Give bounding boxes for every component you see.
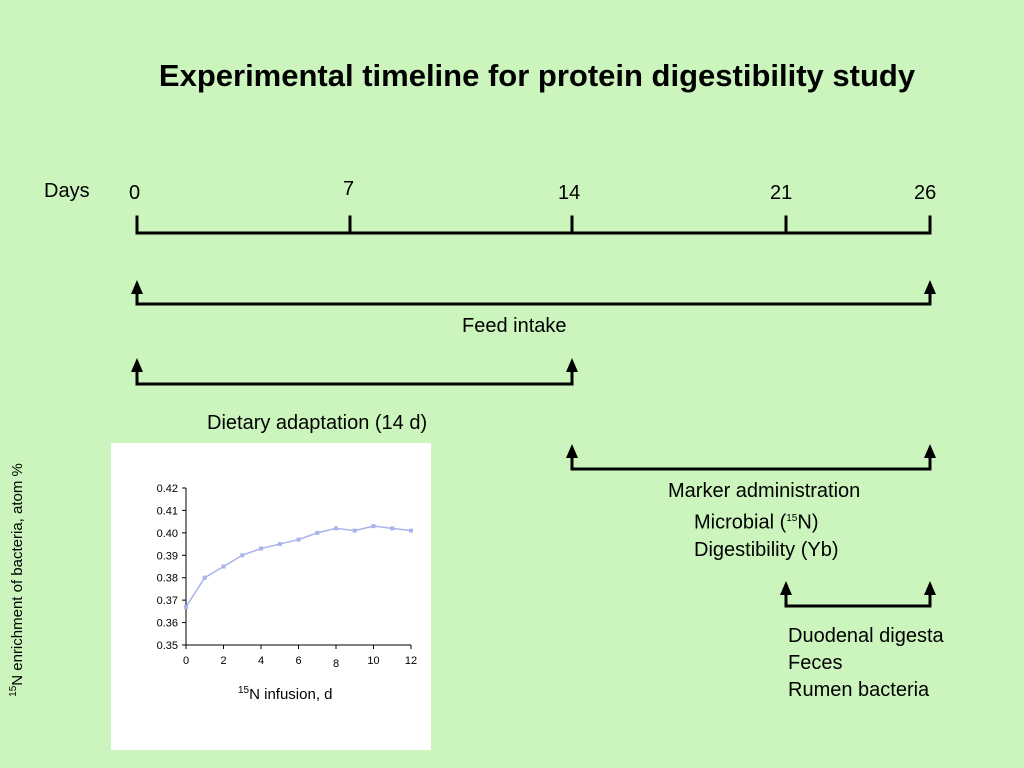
- chart-data-point: [296, 537, 301, 542]
- chart-data-point: [259, 546, 263, 551]
- day-tick-label-21: 21: [770, 182, 793, 204]
- chart-x-tick-label: 0: [183, 655, 189, 667]
- sampling-item: Duodenal digesta: [788, 625, 944, 647]
- chart-y-tick-label: 0.35: [157, 640, 178, 652]
- arrowhead-icon: [131, 280, 143, 294]
- page-title: Experimental timeline for protein digest…: [158, 58, 916, 93]
- feed-intake-label: Feed intake: [462, 315, 567, 337]
- enrichment-chart-panel: 0.35 0.36 0.37 0.38 0.39 0.40 0.41 0.42 0 2 4 6 8 10 1…: [111, 443, 431, 750]
- chart-x-tick-label: 4: [258, 655, 264, 667]
- day-tick-label-14: 14: [558, 182, 581, 204]
- chart-y-tick-label: 0.38: [157, 573, 178, 585]
- chart-y-tick-label: 0.36: [157, 618, 178, 630]
- chart-x-tick-label: 6: [295, 655, 301, 667]
- days-axis-label: Days: [44, 180, 90, 202]
- enrichment-chart: 0.35 0.36 0.37 0.38 0.39 0.40 0.41 0.42 0 2 4 6 8 10 1…: [157, 483, 418, 670]
- day-tick-label-0: 0: [129, 182, 141, 204]
- chart-data-point: [202, 575, 207, 580]
- chart-data-point: [240, 553, 245, 558]
- chart-x-tick-label: 8: [333, 658, 339, 670]
- chart-data-point: [221, 564, 226, 569]
- feed-intake-bracket: [135, 291, 932, 306]
- chart-x-tick-label: 10: [367, 655, 379, 667]
- sampling-item: Rumen bacteria: [788, 679, 930, 701]
- arrowhead-icon: [780, 581, 792, 595]
- chart-data-point: [409, 528, 413, 533]
- chart-data-point: [315, 530, 320, 535]
- sampling-item: Feces: [788, 652, 843, 674]
- dietary-adaptation-bracket: [135, 369, 574, 386]
- arrowhead-icon: [924, 444, 936, 458]
- chart-x-tick-label: 2: [220, 655, 226, 667]
- chart-data-point: [277, 542, 282, 547]
- chart-y-tick-label: 0.42: [157, 483, 178, 495]
- chart-y-tick-label: 0.40: [157, 528, 178, 540]
- chart-data-point: [352, 528, 357, 533]
- arrowhead-icon: [924, 581, 936, 595]
- chart-data-point: [371, 524, 376, 529]
- arrowhead-icon: [566, 358, 578, 372]
- marker-title: Marker administration: [668, 480, 861, 502]
- chart-y-tick-label: 0.39: [157, 550, 178, 562]
- arrowhead-icon: [566, 444, 578, 458]
- day-tick-label-26: 26: [914, 182, 937, 204]
- marker-administration-label: Marker administration Microbial (15N) Di…: [668, 478, 860, 564]
- sampling-bracket: [784, 592, 932, 608]
- chart-y-tick-label: 0.41: [157, 505, 178, 517]
- chart-y-axis-title: 15N enrichment of bacteria, atom %: [8, 463, 26, 697]
- day-tick-label-7: 7: [343, 178, 355, 200]
- marker-administration-bracket: [570, 455, 932, 471]
- chart-x-tick-label: 12: [405, 655, 417, 667]
- sampling-list: Duodenal digesta Feces Rumen bacteria: [788, 623, 944, 704]
- arrowhead-icon: [924, 280, 936, 294]
- marker-microbial: Microbial (15N): [694, 511, 819, 534]
- chart-data-point: [184, 604, 188, 609]
- chart-x-axis-title: 15N infusion, d: [238, 685, 333, 703]
- chart-data-point: [334, 526, 338, 531]
- marker-digestibility: Digestibility (Yb): [694, 538, 839, 561]
- arrowhead-icon: [131, 358, 143, 372]
- chart-data-point: [390, 526, 395, 531]
- dietary-adaptation-label: Dietary adaptation (14 d): [207, 412, 428, 434]
- chart-y-tick-label: 0.37: [157, 595, 178, 607]
